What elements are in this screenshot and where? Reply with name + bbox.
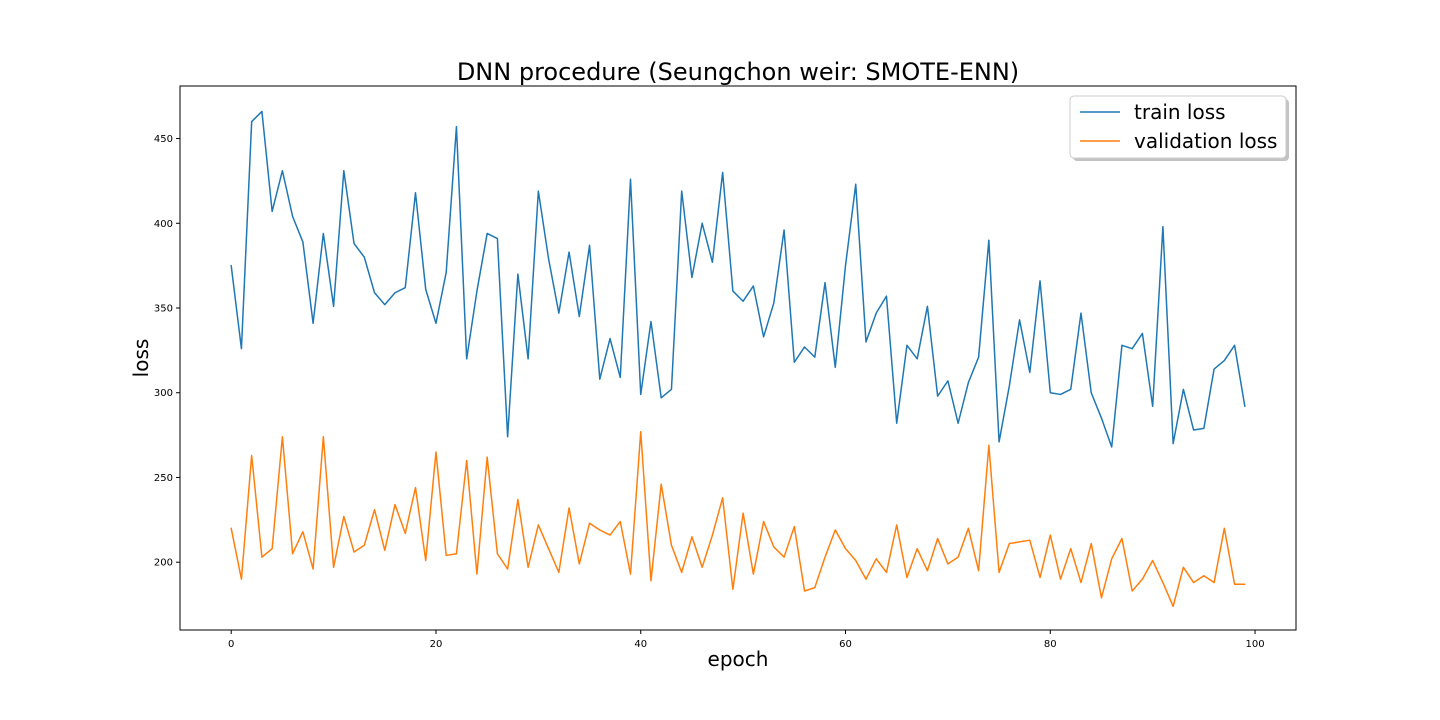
chart-title: DNN procedure (Seungchon weir: SMOTE-ENN… [457, 58, 1019, 86]
legend-box [1069, 95, 1287, 159]
series-line-validation-loss [230, 430, 1246, 608]
legend-entry-label: train loss [1134, 100, 1226, 124]
y-tick-label: 250 [154, 473, 173, 484]
axes-frame [179, 85, 1297, 631]
x-tick-label: 20 [430, 639, 443, 650]
series-line-train-loss [230, 110, 1246, 448]
x-tick-label: 40 [634, 639, 647, 650]
y-tick-label: 350 [154, 304, 173, 315]
y-tick-label: 450 [154, 134, 173, 145]
x-tick-label: 100 [1245, 639, 1264, 650]
x-tick-label: 0 [228, 639, 234, 650]
legend-entry-label: validation loss [1134, 129, 1277, 153]
plot-area: 0 20 40 60 80 100 200 250 300 350 400 450 [154, 85, 1297, 650]
legend: train loss validation loss [1069, 95, 1289, 161]
y-axis-label: loss [129, 339, 153, 378]
x-axis-label: epoch [708, 647, 769, 671]
y-tick-label: 200 [154, 558, 173, 569]
y-tick-label: 300 [154, 388, 173, 399]
x-tick-label: 60 [839, 639, 852, 650]
y-tick-label: 400 [154, 219, 173, 230]
x-tick-label: 80 [1044, 639, 1057, 650]
